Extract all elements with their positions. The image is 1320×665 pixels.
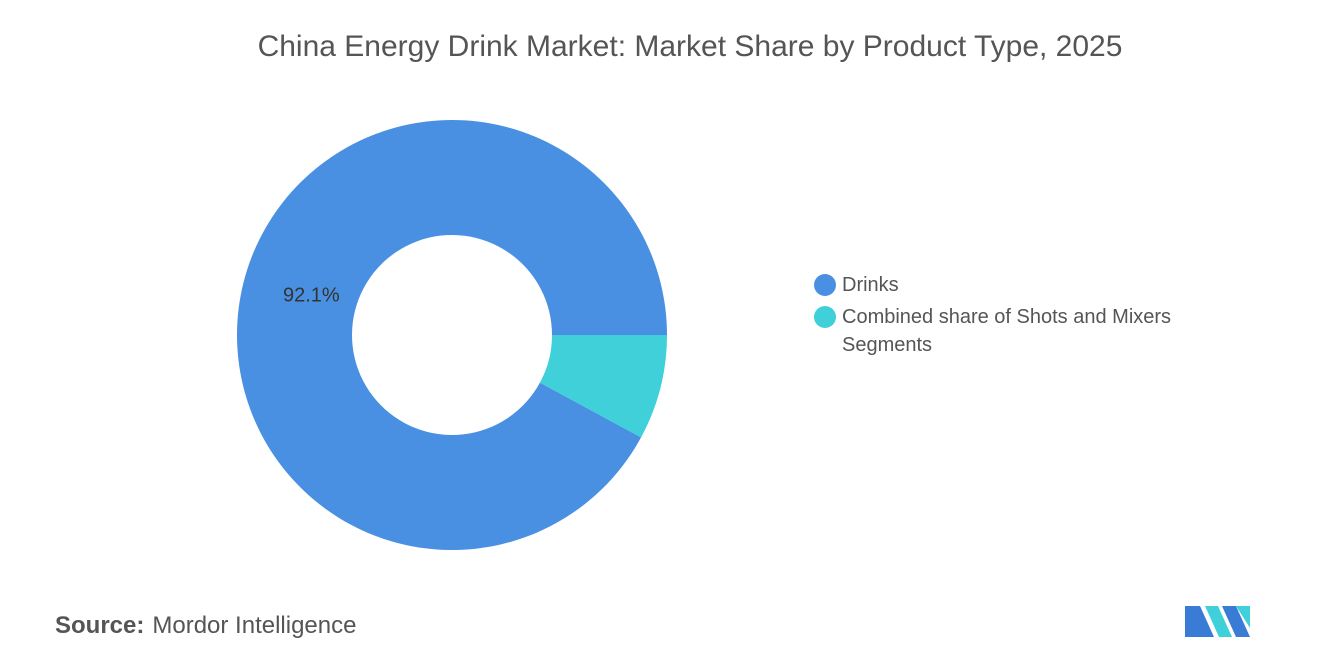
slice bbox=[539, 335, 667, 438]
chart-title: China Energy Drink Market: Market Share … bbox=[258, 30, 1123, 63]
legend-marker bbox=[814, 274, 836, 296]
legend-label: Combined share of Shots and Mixers Segme… bbox=[842, 306, 1172, 356]
legend-label: Drinks bbox=[842, 274, 899, 296]
logo bbox=[1185, 606, 1250, 637]
legend-item: Combined share of Shots and Mixers Segme… bbox=[814, 303, 1214, 359]
source-label: Source: bbox=[55, 612, 145, 639]
source-text: Mordor Intelligence bbox=[152, 612, 357, 639]
source: Source: Mordor Intelligence bbox=[55, 612, 356, 640]
legend: Drinks Combined share of Shots and Mixers… bbox=[814, 271, 1214, 363]
slice bbox=[236, 119, 667, 550]
data-label: 92.1% bbox=[283, 285, 340, 307]
legend-marker bbox=[814, 306, 836, 328]
legend-item: Drinks bbox=[814, 271, 1214, 299]
